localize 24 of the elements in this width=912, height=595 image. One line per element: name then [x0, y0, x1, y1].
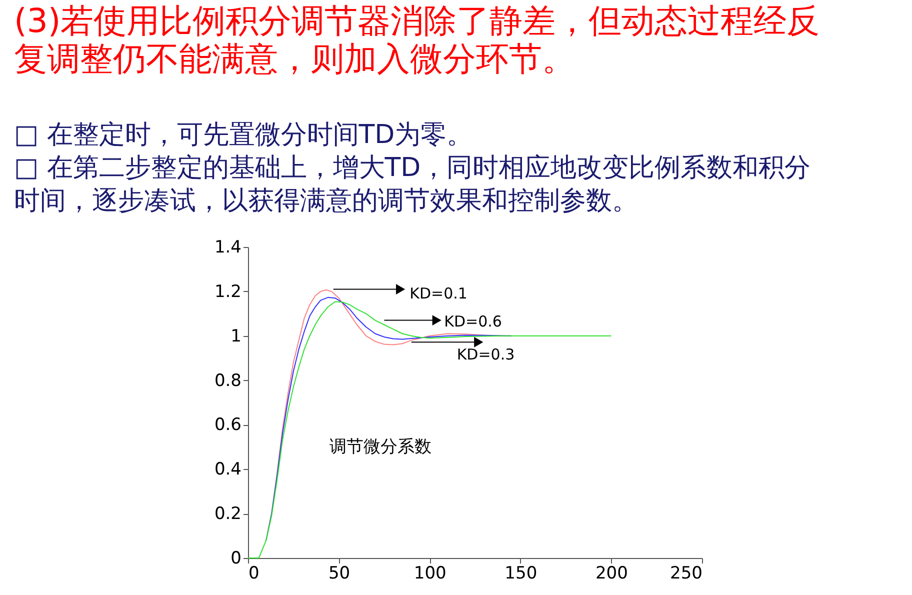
- text: 复调整仍不能满意，则加入微分环节。: [14, 39, 575, 78]
- y-tick-label: 0.6: [214, 415, 242, 436]
- x-tick-label: 250: [670, 564, 702, 584]
- y-tick-label: 1.4: [214, 238, 242, 258]
- y-tick-label: 0.8: [214, 370, 242, 391]
- y-tick-label: 0.2: [214, 504, 242, 524]
- annotation: KD=0.6: [444, 312, 502, 330]
- y-tick-label: 0.4: [214, 460, 242, 480]
- text: □ 在整定时，可先置微分时间TD为零。: [14, 120, 473, 150]
- line-series: [248, 301, 612, 558]
- annotation: KD=0.3: [456, 346, 515, 364]
- annotation: KD=0.1: [410, 284, 468, 303]
- x-tick-label: 100: [414, 564, 446, 584]
- x-tick-label: 50: [328, 564, 350, 584]
- y-tick-label: 1.2: [214, 282, 242, 302]
- y-tick-label: 1: [230, 326, 242, 346]
- annotation: 调节微分系数: [330, 436, 432, 457]
- text: 时间，逐步凑试，以获得满意的调节效果和控制参数。: [14, 186, 638, 216]
- text: (3)若使用比例积分调节器消除了静差，但动态过程经反: [14, 1, 820, 40]
- y-tick-label: 0: [230, 548, 242, 568]
- x-tick-label: 150: [504, 564, 538, 584]
- x-tick-label: 0: [248, 564, 260, 584]
- text: □ 在第二步整定的基础上，增大TD，同时相应地改变比例系数和积分: [14, 153, 811, 183]
- x-tick-label: 200: [595, 564, 628, 584]
